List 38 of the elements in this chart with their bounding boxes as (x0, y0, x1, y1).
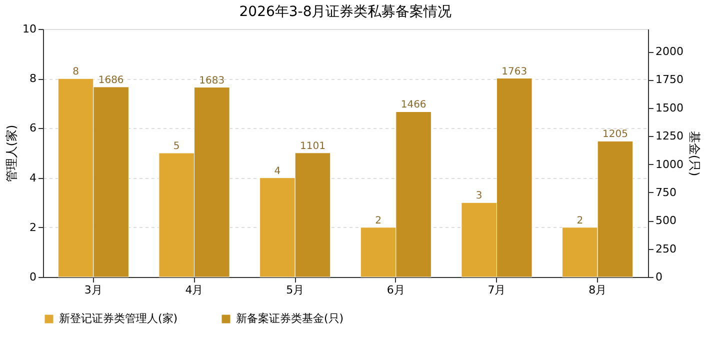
data-label: 1466 (400, 100, 426, 111)
y-tick-label: 4 (30, 171, 36, 184)
legend-label: 新备案证券类基金(只) (236, 312, 344, 325)
y2-axis-title: 基金(只) (687, 130, 702, 176)
chart-title: 2026年3-8月证券类私募备案情况 (239, 3, 452, 20)
y2-tick-label: 1250 (656, 130, 684, 143)
data-label: 1101 (300, 140, 326, 152)
y-tick-label: 2 (30, 220, 36, 234)
data-label: 1205 (602, 129, 628, 140)
y2-tick-label: 0 (656, 270, 662, 284)
x-tick-label: 4月 (185, 284, 204, 296)
y2-tick-label: 250 (656, 242, 676, 256)
y2-tick-label: 2000 (656, 45, 684, 58)
data-label: 8 (72, 66, 79, 78)
data-label: 5 (173, 141, 180, 152)
y2-tick-label: 1000 (656, 158, 684, 171)
data-label: 2 (576, 215, 584, 226)
y2-tick-label: 1500 (656, 101, 684, 114)
y-tick-label: 10 (22, 22, 36, 36)
x-tick-label: 5月 (286, 284, 304, 296)
y2-tick-label: 750 (656, 186, 676, 199)
x-tick-label: 8月 (588, 284, 607, 296)
y2-tick-label: 500 (656, 214, 676, 228)
x-tick-label: 7月 (488, 284, 506, 296)
data-label: 4 (274, 166, 281, 177)
y-axis-title: 管理人(家) (4, 124, 19, 182)
data-label: 1686 (98, 74, 124, 86)
y-tick-label: 6 (30, 122, 36, 135)
legend-label: 新登记证券类管理人(家) (59, 312, 178, 325)
y-tick-label: 0 (30, 270, 36, 284)
y2-tick-label: 1750 (656, 73, 684, 86)
data-label: 1683 (199, 75, 225, 86)
data-label: 3 (476, 190, 482, 202)
x-tick-label: 6月 (386, 284, 405, 296)
y-tick-label: 8 (30, 72, 36, 86)
x-tick-label: 3月 (84, 284, 102, 296)
data-label: 1763 (502, 66, 528, 78)
data-label: 2 (375, 215, 382, 226)
